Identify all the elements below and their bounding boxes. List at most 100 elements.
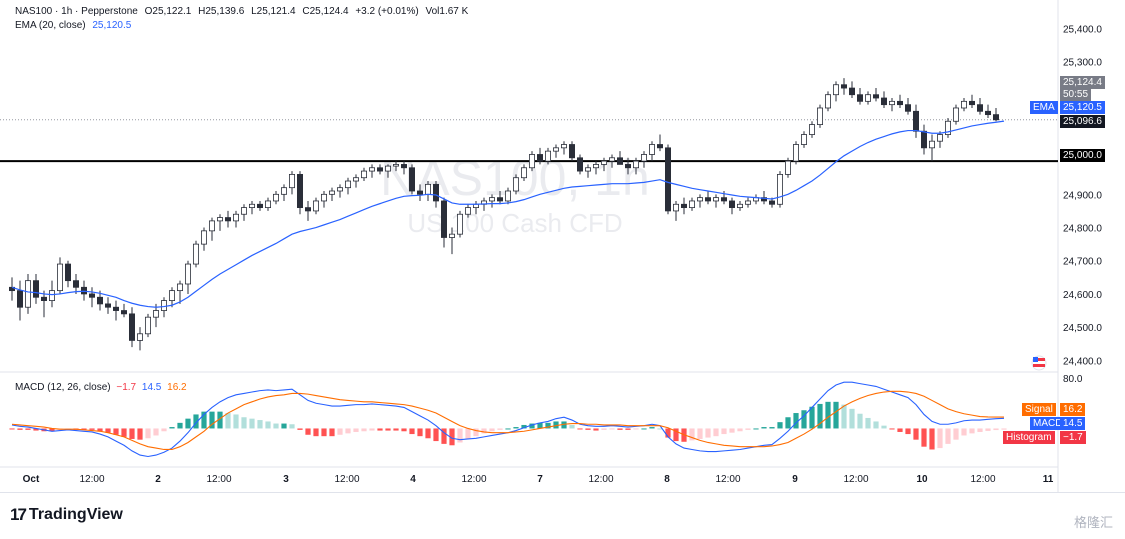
macd-histogram-bar [649, 427, 655, 429]
candle-body [232, 213, 239, 222]
macd-histogram-bar [497, 428, 503, 430]
candle-body [889, 100, 896, 106]
macd-histogram-bar [777, 422, 783, 429]
candle-body [360, 170, 367, 179]
candle-body [320, 193, 327, 202]
candle-body [713, 197, 720, 202]
macd-histogram-bar [937, 428, 943, 449]
macd-signal-value: 16.2 [167, 382, 187, 393]
chart-area[interactable]: NAS100, 1h US 100 Cash CFD 25,400.0 25,300.… [0, 0, 1125, 493]
macd-histogram-bar [33, 428, 39, 431]
candle-body [448, 233, 455, 238]
candle-body [416, 190, 423, 195]
macd-histogram-bar [745, 428, 751, 430]
candle-body [504, 190, 511, 202]
macd-histogram-bar [105, 428, 111, 433]
ema-label[interactable]: EMA (20, close) [15, 20, 86, 31]
time-tick-label: 7 [537, 474, 543, 485]
ema-value: 25,120.5 [92, 20, 132, 31]
macd-histogram-bar [505, 428, 511, 430]
candle-body [272, 193, 279, 202]
macd-histogram-bar [145, 428, 151, 439]
price-tick-label: 24,700.0 [1063, 257, 1102, 268]
macd-histogram-bar [873, 421, 879, 429]
candle-body [49, 290, 56, 301]
macd-histogram-bar [337, 428, 343, 435]
candle-body [384, 165, 391, 172]
macd-histogram-bar [185, 418, 191, 429]
last-price-tag: 25,124.4 [1060, 76, 1105, 89]
macd-histogram-bar [841, 404, 847, 429]
candle-body [937, 134, 944, 142]
candle-body [280, 187, 287, 195]
candle-body [897, 100, 904, 106]
main-legend: NAS100 · 1h · Pepperstone O25,122.1 H25,… [15, 5, 472, 33]
price-tick-label: 25,300.0 [1063, 57, 1102, 68]
candle-body [993, 114, 1000, 121]
low-axis-tag: 25,096.6 [1060, 115, 1105, 128]
macd-histogram-bar [401, 428, 407, 432]
macd-histogram-bar [793, 413, 799, 429]
candle-body [121, 310, 128, 315]
macd-histogram-bar [785, 417, 791, 429]
macd-indicator-label[interactable]: MACD (12, 26, close) [15, 382, 111, 393]
candle-body [184, 263, 191, 285]
candle-body [200, 230, 207, 245]
candle-body [105, 303, 112, 308]
candle-body [456, 213, 463, 235]
candle-body [352, 177, 359, 182]
signal-axis-value: 16.2 [1060, 403, 1086, 416]
candle-body [593, 164, 600, 169]
macd-histogram-bar [921, 428, 927, 447]
candle-body [833, 84, 840, 96]
candle-body [208, 220, 215, 232]
candle-body [296, 173, 303, 209]
macd-histogram-bar [753, 428, 759, 430]
candle-body [160, 300, 167, 311]
candle-body [945, 120, 952, 135]
macd-histogram-bar [545, 422, 551, 429]
macd-histogram-bar [857, 413, 863, 429]
candle-body [368, 167, 375, 172]
macd-histogram-bar [489, 428, 495, 432]
candle-body [41, 296, 48, 301]
candle-body [785, 160, 792, 175]
candle-body [913, 110, 920, 132]
macd-histogram-bar [1001, 428, 1007, 430]
candle-body [192, 243, 199, 265]
signal-axis-label: Signal [1022, 403, 1056, 416]
volume-value: Vol1.67 K [425, 6, 469, 17]
candle-body [33, 280, 40, 298]
tradingview-logo[interactable]: 17 TradingView [10, 505, 123, 525]
candle-body [424, 183, 431, 195]
candle-body [152, 310, 159, 318]
candle-body [304, 207, 311, 212]
candle-body [521, 167, 528, 179]
macd-hist-value: −1.7 [116, 382, 137, 393]
candle-body [440, 200, 447, 238]
macd-histogram-bar [889, 428, 895, 430]
macd-histogram-bar [601, 428, 607, 430]
macd-histogram-bar [441, 428, 447, 444]
macd-histogram-bar [905, 428, 911, 435]
candle-body [649, 144, 656, 155]
macd-histogram-bar [449, 428, 455, 446]
macd-histogram-bar [625, 428, 631, 430]
time-tick-label: 2 [155, 474, 161, 485]
candle-body [905, 104, 912, 112]
macd-histogram-bar [713, 428, 719, 437]
symbol-label[interactable]: NAS100 · 1h · Pepperstone [15, 6, 138, 17]
candle-body [248, 203, 255, 209]
macd-histogram-bar [945, 428, 951, 444]
macd-histogram-bar [89, 428, 95, 430]
macd-histogram-bar [81, 428, 87, 430]
macd-histogram-bar [97, 428, 103, 432]
histogram-axis-value: −1.7 [1060, 431, 1086, 444]
candle-body [977, 104, 984, 112]
macd-histogram-bar [633, 428, 639, 430]
macd-histogram-bar [521, 424, 527, 429]
macd-line [11, 381, 1005, 458]
candle-body [344, 180, 351, 189]
macd-histogram-bar [353, 428, 359, 432]
